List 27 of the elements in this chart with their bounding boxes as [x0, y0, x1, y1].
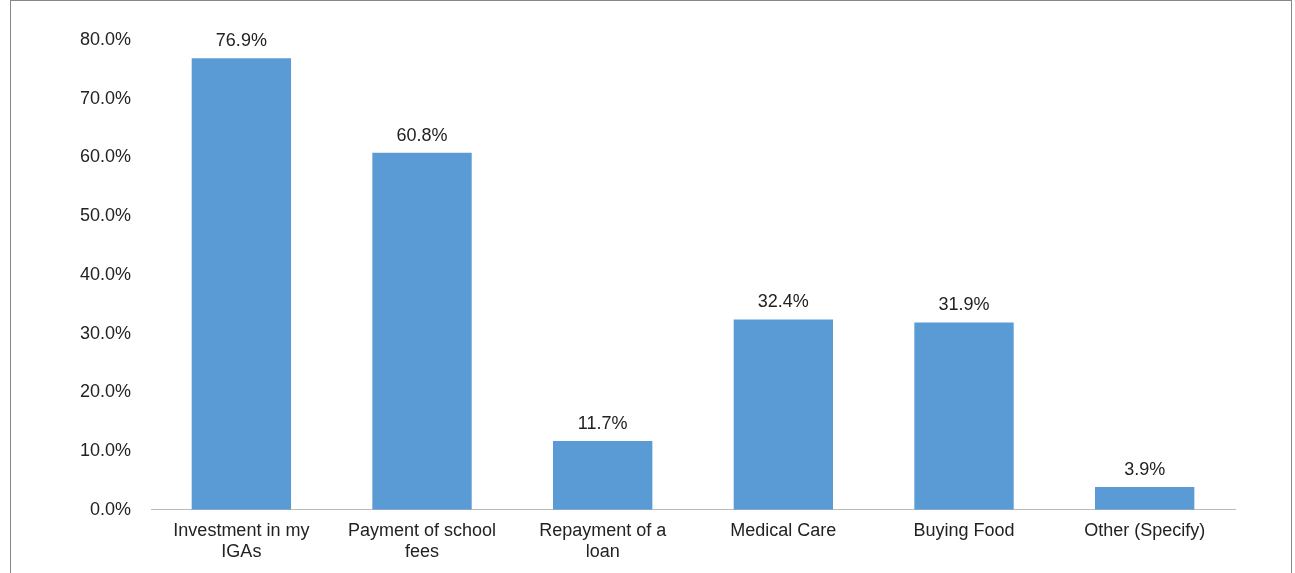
y-tick-label: 30.0%: [79, 322, 132, 343]
data-label: 3.9%: [1124, 458, 1166, 479]
y-tick-label: 80.0%: [79, 28, 132, 49]
bar: [191, 58, 292, 510]
data-label: 11.7%: [577, 413, 628, 434]
x-tick-label: Repayment of a loan: [539, 519, 668, 562]
data-label: 76.9%: [215, 30, 267, 51]
y-tick-label: 50.0%: [79, 205, 132, 226]
data-label: 60.8%: [396, 124, 448, 145]
x-tick-label: Payment of school fees: [347, 519, 497, 562]
y-tick-label: 60.0%: [79, 146, 132, 167]
bar: [553, 441, 653, 510]
x-tick-label: Other (Specify): [1084, 519, 1206, 540]
x-tick-label: Medical Care: [730, 519, 837, 540]
x-tick-label: Buying Food: [913, 519, 1015, 540]
y-tick-label: 10.0%: [79, 440, 132, 461]
y-tick-label: 70.0%: [79, 87, 132, 108]
bar: [914, 322, 1014, 510]
bar: [372, 152, 472, 510]
data-label: 32.4%: [757, 291, 809, 312]
bar: [1094, 486, 1195, 510]
y-tick-label: 40.0%: [79, 263, 132, 284]
x-tick-label: Investment in my IGAs: [173, 519, 310, 562]
bar: [733, 319, 834, 510]
data-label: 31.9%: [938, 294, 990, 315]
y-tick-label: 20.0%: [79, 381, 132, 402]
y-tick-label: 0.0%: [90, 498, 132, 519]
